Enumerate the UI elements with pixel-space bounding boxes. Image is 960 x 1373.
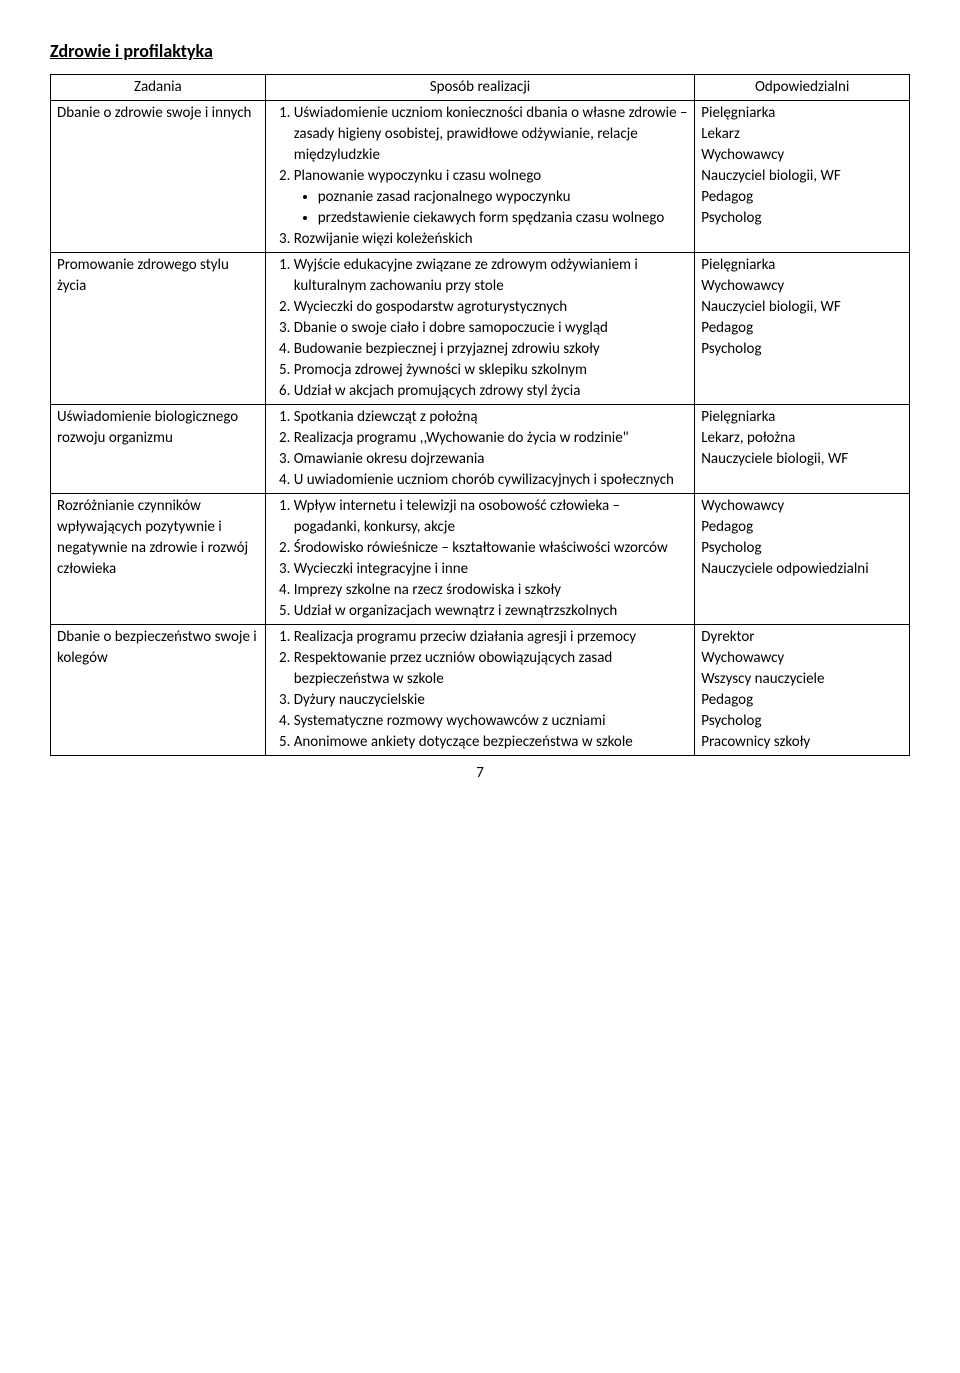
sposob-item: Planowanie wypoczynku i czasu wolnegopoz… (294, 166, 689, 229)
sposob-cell: Uświadomienie uczniom konieczności dbani… (265, 101, 695, 253)
table-row: Dbanie o zdrowie swoje i innych Uświadomi… (51, 101, 910, 253)
sposob-item: Wyjście edukacyjne związane ze zdrowym o… (294, 255, 689, 297)
sposob-item: Realizacja programu przeciw działania ag… (294, 627, 689, 648)
sposob-item: Wpływ internetu i telewizji na osobowość… (294, 496, 689, 538)
sposob-item: Imprezy szkolne na rzecz środowiska i sz… (294, 580, 689, 601)
header-odpowiedzialni: Odpowiedzialni (695, 75, 910, 101)
odpowiedzialni-line: Pedagog (701, 187, 903, 208)
zadanie-cell: Dbanie o zdrowie swoje i innych (51, 101, 266, 253)
odpowiedzialni-line: Lekarz, położna (701, 428, 903, 449)
odpowiedzialni-line: Wychowawcy (701, 648, 903, 669)
sposob-item: Udział w akcjach promujących zdrowy styl… (294, 381, 689, 402)
table-row: Rozróżnianie czynników wpływających pozy… (51, 494, 910, 625)
odpowiedzialni-line: Pielęgniarka (701, 255, 903, 276)
sposob-subitem: poznanie zasad racjonalnego wypoczynku (318, 187, 689, 208)
odpowiedzialni-line: Psycholog (701, 538, 903, 559)
odpowiedzialni-line: Nauczyciele odpowiedzialni (701, 559, 903, 580)
sposob-item: Systematyczne rozmowy wychowawców z uczn… (294, 711, 689, 732)
sposob-cell: Wpływ internetu i telewizji na osobowość… (265, 494, 695, 625)
sposob-item: Udział w organizacjach wewnątrz i zewnąt… (294, 601, 689, 622)
odpowiedzialni-line: Lekarz (701, 124, 903, 145)
table-header-row: Zadania Sposób realizacji Odpowiedzialni (51, 75, 910, 101)
zadanie-cell: Promowanie zdrowego stylu życia (51, 253, 266, 405)
odpowiedzialni-line: Wszyscy nauczyciele (701, 669, 903, 690)
odpowiedzialni-line: Nauczyciel biologii, WF (701, 166, 903, 187)
odpowiedzialni-line: Psycholog (701, 339, 903, 360)
odpowiedzialni-line: Pedagog (701, 318, 903, 339)
page-number: 7 (50, 764, 910, 782)
sposob-item: Promocja zdrowej żywności w sklepiku szk… (294, 360, 689, 381)
sposob-item: Omawianie okresu dojrzewania (294, 449, 689, 470)
odpowiedzialni-line: Dyrektor (701, 627, 903, 648)
odpowiedzialni-line: Psycholog (701, 208, 903, 229)
sposob-cell: Wyjście edukacyjne związane ze zdrowym o… (265, 253, 695, 405)
sposob-item: Dyżury nauczycielskie (294, 690, 689, 711)
sposob-item: Środowisko rówieśnicze – kształtowanie w… (294, 538, 689, 559)
sposob-item: Uświadomienie uczniom konieczności dbani… (294, 103, 689, 166)
table-row: Uświadomienie biologicznego rozwoju orga… (51, 405, 910, 494)
odpowiedzialni-line: Wychowawcy (701, 145, 903, 166)
odpowiedzialni-line: Pielęgniarka (701, 103, 903, 124)
odpowiedzialni-cell: DyrektorWychowawcyWszyscy nauczycielePed… (695, 625, 910, 756)
odpowiedzialni-line: Nauczyciel biologii, WF (701, 297, 903, 318)
zadanie-cell: Dbanie o bezpieczeństwo swoje i kolegów (51, 625, 266, 756)
odpowiedzialni-line: Nauczyciele biologii, WF (701, 449, 903, 470)
sposob-item: Realizacja programu ,,Wychowanie do życi… (294, 428, 689, 449)
odpowiedzialni-line: Wychowawcy (701, 496, 903, 517)
odpowiedzialni-cell: PielęgniarkaWychowawcyNauczyciel biologi… (695, 253, 910, 405)
odpowiedzialni-line: Pracownicy szkoły (701, 732, 903, 753)
odpowiedzialni-line: Pedagog (701, 690, 903, 711)
sposob-item: Dbanie o swoje ciało i dobre samopoczuci… (294, 318, 689, 339)
header-sposob: Sposób realizacji (265, 75, 695, 101)
zadanie-cell: Rozróżnianie czynników wpływających pozy… (51, 494, 266, 625)
sposob-item: Respektowanie przez uczniów obowiązujący… (294, 648, 689, 690)
sposob-item: Anonimowe ankiety dotyczące bezpieczeńst… (294, 732, 689, 753)
odpowiedzialni-cell: WychowawcyPedagogPsychologNauczyciele od… (695, 494, 910, 625)
odpowiedzialni-cell: PielęgniarkaLekarzWychowawcyNauczyciel b… (695, 101, 910, 253)
odpowiedzialni-line: Wychowawcy (701, 276, 903, 297)
sposob-item: U uwiadomienie uczniom chorób cywilizacy… (294, 470, 689, 491)
sposob-item: Budowanie bezpiecznej i przyjaznej zdrow… (294, 339, 689, 360)
sposob-item: Wycieczki integracyjne i inne (294, 559, 689, 580)
zadanie-cell: Uświadomienie biologicznego rozwoju orga… (51, 405, 266, 494)
section-title: Zdrowie i profilaktyka (50, 40, 910, 62)
table-row: Promowanie zdrowego stylu życia Wyjście e… (51, 253, 910, 405)
odpowiedzialni-line: Pedagog (701, 517, 903, 538)
odpowiedzialni-line: Pielęgniarka (701, 407, 903, 428)
sposob-cell: Spotkania dziewcząt z położnąRealizacja … (265, 405, 695, 494)
sposob-subitem: przedstawienie ciekawych form spędzania … (318, 208, 689, 229)
main-table: Zadania Sposób realizacji Odpowiedzialni… (50, 74, 910, 756)
sposob-item: Spotkania dziewcząt z położną (294, 407, 689, 428)
sposob-cell: Realizacja programu przeciw działania ag… (265, 625, 695, 756)
table-row: Dbanie o bezpieczeństwo swoje i kolegów R… (51, 625, 910, 756)
odpowiedzialni-cell: PielęgniarkaLekarz, położnaNauczyciele b… (695, 405, 910, 494)
odpowiedzialni-line: Psycholog (701, 711, 903, 732)
sposob-item: Wycieczki do gospodarstw agroturystyczny… (294, 297, 689, 318)
sposob-item: Rozwijanie więzi koleżeńskich (294, 229, 689, 250)
header-zadania: Zadania (51, 75, 266, 101)
